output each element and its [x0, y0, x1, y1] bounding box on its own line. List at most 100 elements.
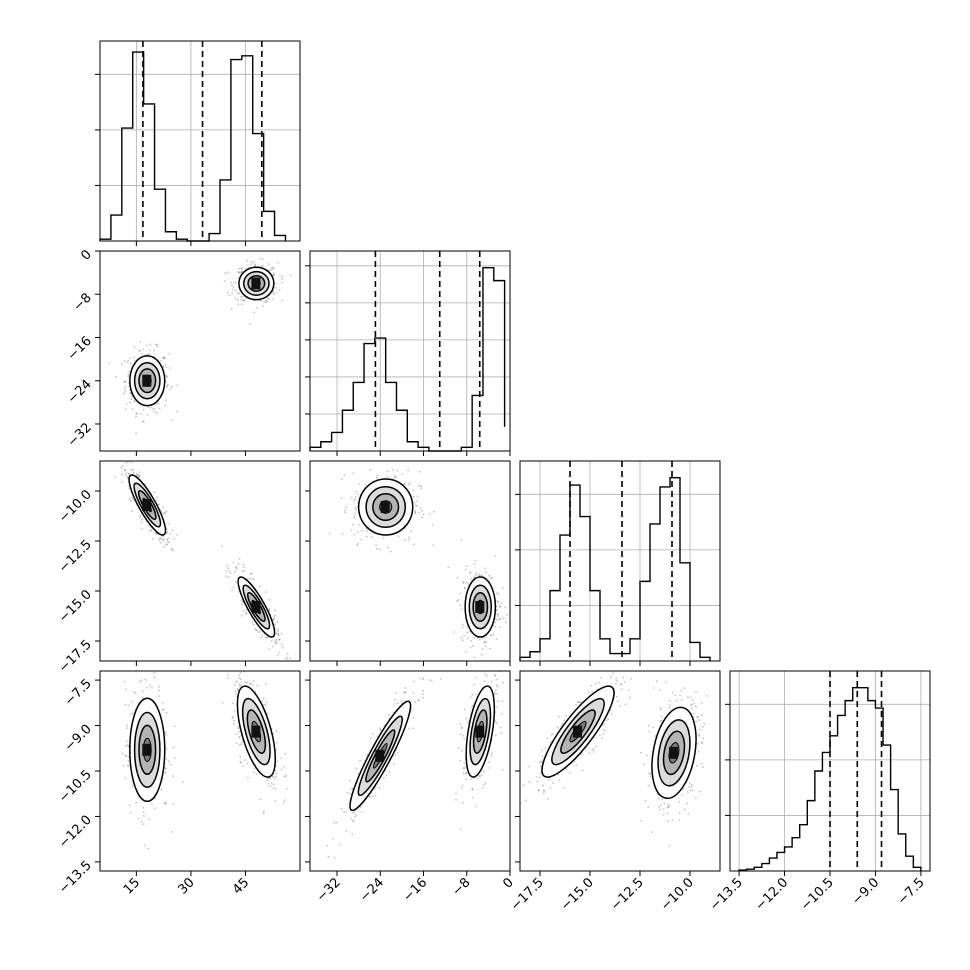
scatter-point	[240, 298, 242, 301]
scatter-point	[460, 539, 463, 542]
scatter-point	[130, 496, 133, 499]
scatter-point	[235, 566, 238, 568]
scatter-point	[359, 759, 362, 762]
scatter-point	[274, 643, 277, 645]
scatter-point	[135, 472, 138, 475]
scatter-point	[418, 470, 421, 473]
scatter-point	[539, 765, 542, 768]
scatter-point	[354, 815, 356, 818]
scatter-point	[141, 696, 144, 699]
histogram-steps	[99, 51, 287, 242]
scatter-point	[414, 512, 417, 515]
scatter-point	[430, 679, 433, 682]
scatter-point	[154, 411, 156, 414]
scatter-point	[165, 366, 168, 369]
x-tick-label: −17.5	[508, 875, 547, 914]
scatter-point	[420, 507, 422, 510]
scatter-point	[234, 281, 237, 284]
scatter-point	[369, 795, 372, 798]
scatter-point	[477, 573, 480, 576]
scatter-point	[123, 388, 126, 390]
scatter-point	[165, 758, 168, 761]
scatter-point	[155, 496, 158, 499]
scatter-point	[624, 703, 627, 706]
scatter-point	[660, 804, 663, 807]
scatter-point	[350, 496, 353, 499]
scatter-point	[578, 701, 581, 704]
scatter-point	[697, 750, 700, 753]
scatter-point	[233, 719, 236, 722]
scatter-point	[374, 794, 377, 797]
scatter-point	[149, 684, 152, 687]
scatter-point	[371, 732, 374, 735]
scatter-point	[693, 702, 696, 705]
scatter-point	[230, 308, 233, 311]
scatter-point	[147, 406, 150, 408]
scatter-point	[422, 678, 425, 681]
scatter-point	[447, 566, 450, 569]
scatter-point	[165, 376, 168, 378]
scatter-point	[471, 788, 474, 791]
scatter-point	[579, 753, 582, 756]
scatter-point	[164, 511, 167, 514]
scatter-point	[418, 484, 420, 487]
scatter-point	[669, 700, 671, 702]
scatter-point	[484, 567, 487, 570]
scatter-point	[387, 714, 390, 716]
y-tick-label: −32	[65, 420, 95, 450]
scatter-point	[355, 490, 357, 493]
scatter-point	[170, 547, 173, 550]
scatter-point	[278, 638, 281, 641]
scatter-point	[327, 856, 330, 858]
scatter-point	[517, 692, 519, 694]
scatter-point	[394, 476, 397, 479]
y-tick-label: 0	[78, 247, 94, 263]
scatter-point	[137, 817, 140, 820]
density-peak	[573, 725, 582, 738]
scatter-point	[153, 676, 156, 679]
x-tick-label: −7.5	[895, 875, 928, 908]
scatter-point	[471, 796, 474, 799]
scatter-point	[259, 631, 262, 633]
scatter-point	[126, 764, 129, 767]
scatter-point	[238, 743, 241, 746]
scatter-point	[466, 565, 468, 567]
scatter-point	[265, 636, 268, 639]
scatter-point	[465, 717, 467, 720]
scatter-point	[415, 505, 418, 507]
scatter-point	[127, 374, 130, 376]
scatter-point	[156, 412, 159, 414]
scatter-point	[135, 412, 137, 415]
scatter-point	[535, 776, 538, 778]
scatter-point	[394, 754, 397, 756]
scatter-point	[594, 682, 597, 685]
scatter-point	[354, 507, 357, 509]
scatter-point	[132, 469, 135, 472]
scatter-point	[539, 760, 542, 763]
density-peak	[251, 725, 261, 738]
scatter-point	[272, 783, 275, 786]
scatter-point	[401, 473, 404, 475]
scatter-point	[489, 634, 492, 637]
scatter-point	[469, 696, 472, 698]
scatter-point	[271, 268, 274, 270]
scatter-point	[133, 691, 136, 693]
scatter-point	[278, 651, 280, 654]
scatter-point	[365, 530, 368, 533]
scatter-point	[489, 577, 492, 579]
scatter-point	[357, 530, 359, 533]
scatter-point	[265, 682, 267, 685]
scatter-point	[486, 666, 488, 668]
scatter-point	[412, 495, 415, 498]
scatter-point	[354, 512, 357, 515]
scatter-point	[496, 685, 499, 688]
scatter-point	[326, 844, 329, 847]
scatter-point	[400, 700, 403, 703]
scatter-point	[163, 545, 166, 548]
scatter-point	[270, 269, 272, 271]
y-tick-label: −16	[65, 334, 95, 364]
scatter-point	[352, 523, 354, 526]
scatter-point	[580, 701, 583, 704]
scatter-point	[274, 623, 277, 626]
scatter-point	[162, 708, 165, 711]
